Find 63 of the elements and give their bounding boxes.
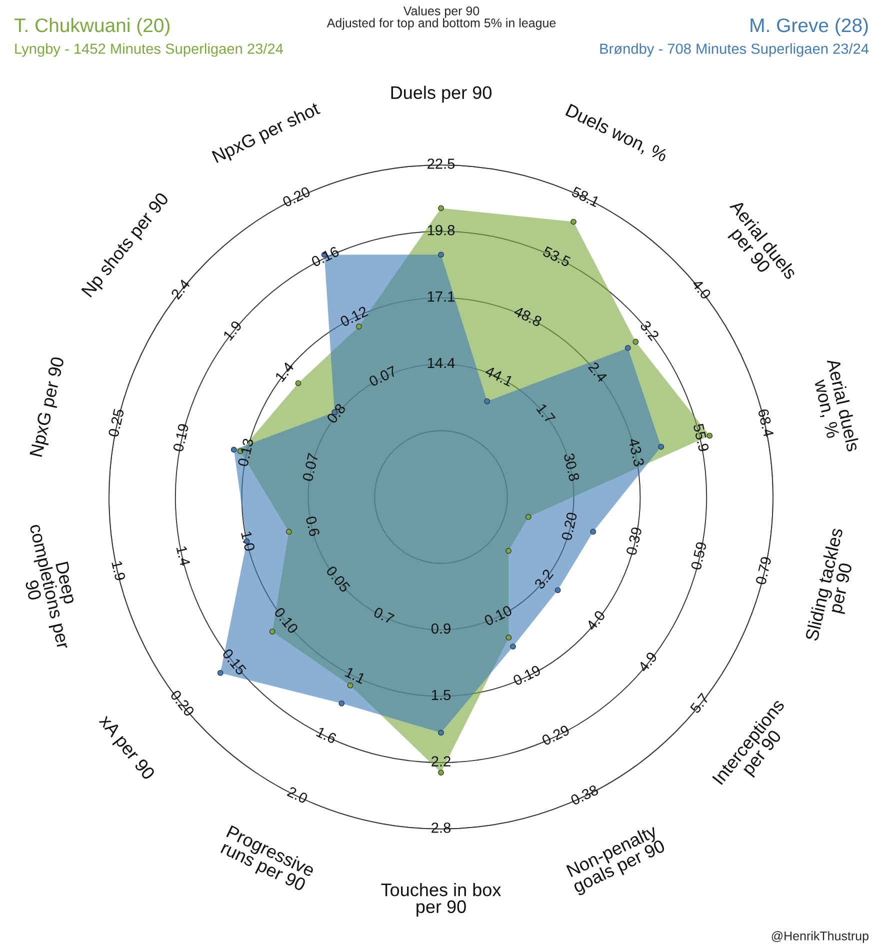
text: 0.6	[306, 516, 320, 537]
spoke-label: Aerial duels won, %	[812, 358, 860, 452]
text: 1.5	[432, 690, 451, 700]
text: 0.12	[340, 306, 368, 327]
text: 0.29	[541, 724, 570, 746]
text: 0.39	[626, 526, 642, 556]
text: 4.0	[692, 278, 712, 300]
text: 1.6	[316, 726, 338, 744]
text: 4.0	[586, 610, 606, 632]
text: 0.20	[561, 512, 578, 541]
text: 0.16	[310, 246, 340, 268]
chart-subtitle: Adjusted for top and bottom 5% in league	[326, 18, 556, 30]
text: 2.4	[588, 361, 608, 383]
text: 43.3	[628, 438, 644, 467]
text: 1.4	[274, 361, 294, 382]
text: 0.79	[755, 556, 772, 586]
text: 3.2	[640, 320, 660, 342]
text: 5.7	[690, 692, 710, 714]
spoke-label: Duels won, %	[564, 103, 669, 164]
text: 55.9	[693, 423, 710, 452]
text: 1.7	[536, 403, 556, 424]
text: 0.7	[373, 606, 395, 624]
text: 0.9	[431, 623, 450, 634]
text: 1.9	[222, 320, 242, 341]
text: 0.19	[512, 664, 542, 686]
text: 0.20	[282, 186, 311, 208]
text: T. Chukwuani (20) Lyngby - 1452 Minutes Superligaen 23/24	[14, 18, 284, 57]
text: 0.59	[690, 542, 707, 570]
text: 0.10	[484, 604, 513, 626]
text: 14.4	[428, 358, 455, 368]
spoke-label: Touches in box per 90	[381, 883, 502, 917]
text: 0.07	[368, 366, 398, 387]
text: 1.1	[344, 666, 366, 684]
text: 3.2	[534, 568, 554, 590]
spoke-label: Duels per 90	[391, 86, 492, 103]
spoke-label: NpxG per shot	[211, 101, 322, 166]
text: 17.1	[428, 292, 454, 302]
text: @HenrikThustrup	[772, 931, 868, 943]
spoke-label: Deep completions per 90	[25, 523, 77, 650]
chart-title: Values per 90	[403, 6, 480, 18]
text: 44.1	[484, 366, 514, 387]
text: 1.9	[112, 560, 126, 581]
text: 4.9	[638, 651, 658, 673]
spoke-label: Sliding tackles per 90	[804, 527, 856, 642]
text: 68.4	[758, 408, 774, 438]
text: 0.25	[108, 408, 124, 438]
text: 19.8	[428, 224, 455, 236]
text: M. Greve (28) Brøndby - 708 Minutes Superligaen 23/24	[600, 18, 869, 57]
spoke-label: xA per 90	[96, 714, 156, 783]
spoke-label: NpxG per 90	[29, 356, 68, 458]
text: 1.4	[176, 546, 190, 566]
text: 58.1	[571, 186, 600, 208]
text: 2.4	[170, 278, 190, 300]
text: 48.8	[513, 306, 542, 327]
text: 1.0	[241, 531, 256, 552]
text: 0.19	[172, 423, 189, 452]
text: 0.07	[302, 452, 318, 482]
text: 2.0	[286, 786, 308, 804]
text: 0.13	[238, 438, 254, 467]
text: 30.8	[564, 452, 580, 482]
text: 53.5	[542, 246, 572, 268]
text: 0.8	[326, 402, 346, 424]
text: 0.38	[570, 784, 599, 806]
